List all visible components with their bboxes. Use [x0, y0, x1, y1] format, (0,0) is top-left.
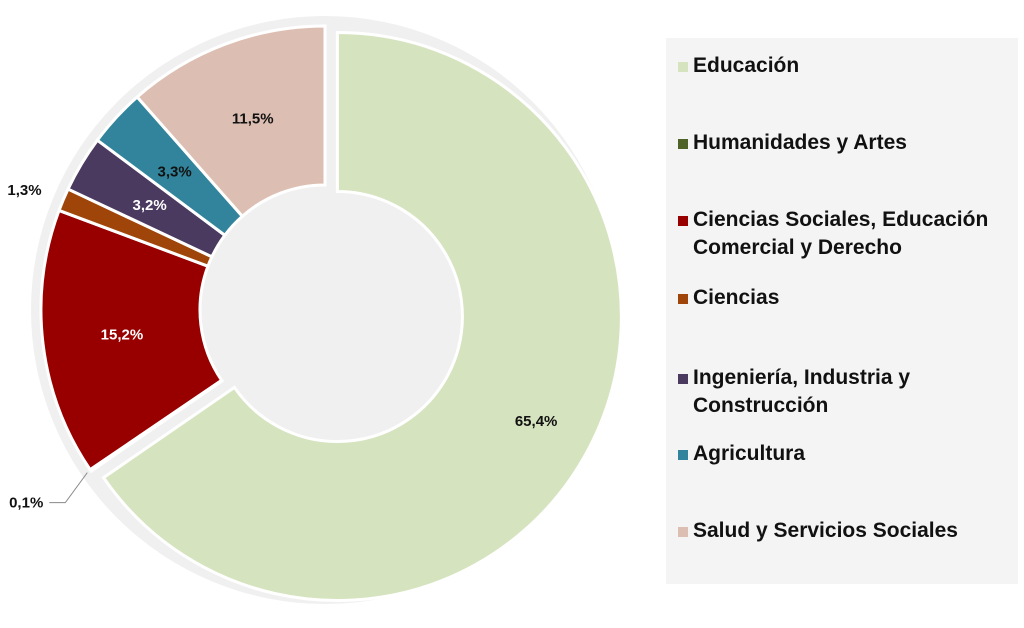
legend-label: Agricultura: [693, 442, 806, 465]
legend-item-ciencias-sociales: Ciencias Sociales, Educación Comercial y…: [678, 206, 1012, 262]
legend-swatch: [678, 374, 688, 384]
legend-label: Humanidades y Artes: [693, 131, 907, 154]
slice-value-label-3: 1,3%: [7, 182, 41, 199]
legend-item-educacion: Educación: [678, 52, 1012, 80]
legend-swatch: [678, 294, 688, 304]
legend-label: Salud y Servicios Sociales: [693, 519, 958, 542]
legend-label: Ingeniería, Industria y Construcción: [693, 366, 911, 417]
legend-swatch: [678, 62, 688, 72]
donut-slice-0: [101, 31, 623, 602]
donut-chart: 65,4% 0,1% 15,2% 1,3% 3,2% 3,3% 11,5%: [7, 16, 623, 604]
slice-value-label-1: 0,1%: [9, 495, 43, 512]
donut-slice-6: [135, 24, 327, 219]
legend-item-agricultura: Agricultura: [678, 440, 1012, 468]
legend-label: Educación: [693, 54, 800, 77]
slice-value-label-2: 15,2%: [101, 326, 144, 343]
donut-slice-2: [39, 208, 224, 472]
legend-label: Ciencias: [693, 286, 780, 309]
slice-value-label-4: 3,2%: [133, 197, 167, 214]
legend-item-humanidades: Humanidades y Artes: [678, 129, 1012, 157]
legend-item-ciencias: Ciencias: [678, 284, 1012, 312]
legend-swatch: [678, 216, 688, 226]
legend-swatch: [678, 450, 688, 460]
legend-item-salud: Salud y Servicios Sociales: [678, 517, 1012, 545]
legend-swatch: [678, 139, 688, 149]
leader-line-1: [49, 472, 88, 504]
slice-value-label-5: 3,3%: [158, 163, 192, 180]
legend: Educación Humanidades y Artes Ciencias S…: [666, 38, 1018, 584]
legend-label: Ciencias Sociales, Educación Comercial y…: [693, 208, 989, 259]
legend-item-ingenieria: Ingeniería, Industria y Construcción: [678, 364, 1012, 420]
legend-swatch: [678, 527, 688, 537]
slice-value-label-0: 65,4%: [515, 413, 558, 430]
slice-value-label-6: 11,5%: [232, 111, 274, 128]
